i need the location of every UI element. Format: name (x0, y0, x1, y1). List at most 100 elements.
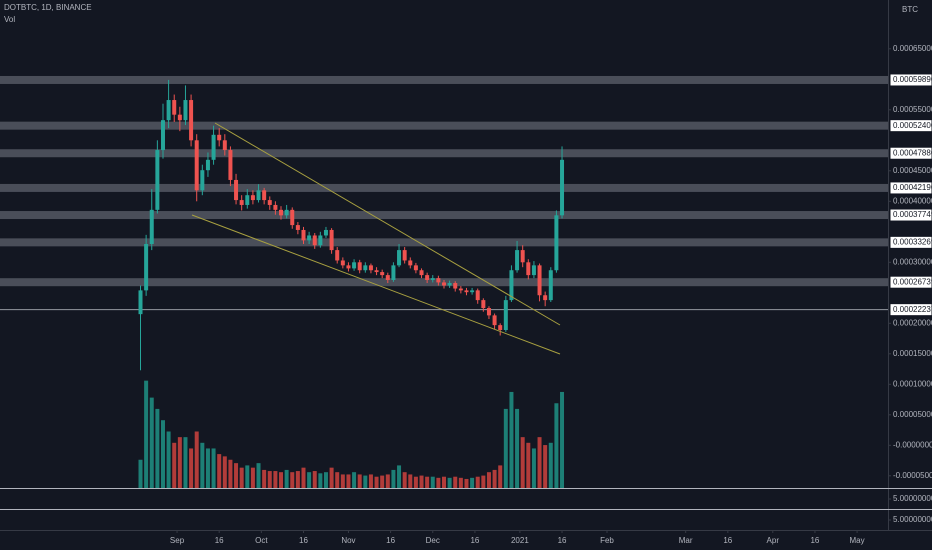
volume-bar (470, 477, 475, 488)
candles (138, 79, 565, 371)
volume-bar (363, 475, 368, 488)
volume-bar (245, 465, 250, 488)
candle-body (543, 295, 548, 301)
candle-body (537, 265, 542, 296)
level-label: 0.00026739 (893, 277, 932, 286)
x-tick-label: Sep (170, 536, 185, 545)
x-tick-label: Oct (255, 536, 268, 545)
candle-body (346, 265, 351, 269)
candle-body (391, 265, 396, 280)
candle-body (413, 265, 418, 271)
candle-body (149, 209, 154, 244)
volume (138, 380, 565, 488)
candle-body (166, 100, 171, 121)
volume-bar (374, 476, 379, 488)
candle-body (436, 278, 441, 283)
volume-bar (144, 380, 149, 488)
volume-bar (447, 477, 452, 488)
level-band (0, 149, 888, 158)
volume-bar (509, 391, 514, 488)
volume-bar (543, 445, 548, 488)
volume-bar (256, 463, 261, 488)
candle-body (301, 229, 306, 241)
volume-bar (352, 472, 357, 488)
y-tick-label: 0.00020000 (893, 318, 932, 327)
candle-body (402, 250, 407, 261)
x-tick-label: Apr (767, 536, 780, 545)
volume-bar (166, 431, 171, 488)
y-tick-label: 0.00055000 (893, 105, 932, 114)
volume-bar (385, 474, 390, 488)
candle-body (531, 265, 536, 276)
y-tick-label: -0.00000000 (893, 440, 932, 449)
level-label: 0.00047880 (893, 148, 932, 157)
level-band (0, 238, 888, 247)
volume-bar (492, 469, 497, 488)
pane-tick-label: 5.00000000 (893, 494, 932, 503)
volume-bar (380, 475, 385, 488)
candle-body (138, 290, 143, 315)
volume-bar (183, 437, 188, 488)
candle-body (177, 114, 182, 121)
level-label-box (889, 275, 932, 289)
volume-bar (234, 463, 239, 488)
candle-body (554, 215, 559, 271)
level-band (0, 75, 888, 84)
volume-bar (486, 472, 491, 488)
volume-bar (177, 437, 182, 488)
wedge-lower (191, 214, 561, 355)
volume-bar (189, 448, 194, 488)
level-label-box (889, 235, 932, 249)
x-tick-label: 2021 (511, 536, 529, 545)
candle-body (509, 270, 514, 301)
y-tick-label: 0.00030000 (893, 257, 932, 266)
candle-body (172, 100, 177, 115)
candle-body (515, 250, 520, 271)
volume-bar (475, 476, 480, 488)
volume-bar (200, 442, 205, 488)
volume-bar (329, 467, 334, 488)
y-tick-label: 0.00040000 (893, 196, 932, 205)
volume-bar (205, 448, 210, 488)
level-label-box (889, 146, 932, 160)
y-tick-label: 0.00045000 (893, 166, 932, 175)
candle-body (368, 265, 373, 271)
candle-body (425, 275, 430, 280)
candle-body (464, 290, 469, 293)
candle-body (520, 250, 525, 263)
candle-body (256, 190, 261, 201)
wedge-upper (214, 122, 561, 326)
y-tick-label: 0.00015000 (893, 349, 932, 358)
candle-body (447, 283, 452, 286)
volume-bar (335, 472, 340, 488)
candle-body (526, 262, 531, 276)
volume-label: Vol (4, 15, 15, 24)
level-band (0, 183, 888, 192)
candle-body (560, 159, 565, 216)
volume-bar (138, 459, 143, 488)
candle-body (295, 225, 300, 230)
volume-bar (419, 475, 424, 488)
volume-bar (442, 476, 446, 488)
candle-body (430, 278, 435, 280)
level-band (0, 211, 888, 220)
volume-bar (217, 454, 222, 488)
candle-body (312, 235, 317, 246)
candle-body (503, 300, 508, 331)
candle-body (205, 159, 210, 171)
candle-body (374, 270, 379, 273)
candle-body (442, 282, 446, 286)
volume-bar (250, 467, 255, 488)
x-tick-label: 16 (215, 536, 224, 545)
volume-bar (436, 477, 441, 488)
x-tick-label: Mar (679, 536, 693, 545)
volume-bar (194, 431, 199, 488)
candle-body (335, 250, 340, 261)
candle-body (380, 272, 385, 276)
level-label: 0.00052400 (893, 121, 932, 130)
candle-body (458, 288, 463, 291)
candle-body (481, 300, 486, 309)
volume-bar (526, 442, 531, 488)
x-tick-label: 16 (299, 536, 308, 545)
